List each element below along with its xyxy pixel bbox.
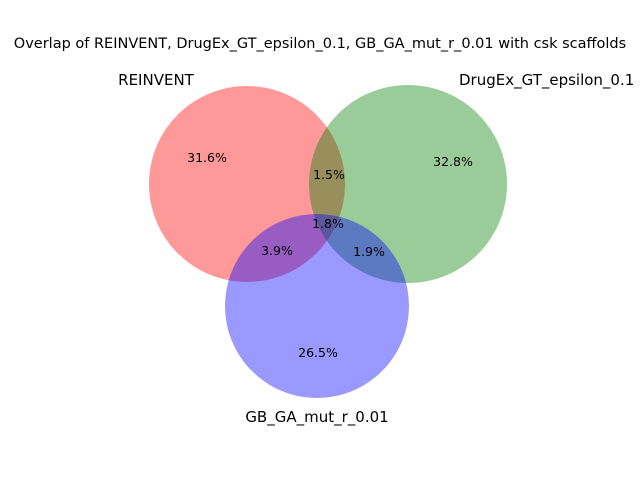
region-label-gbga-only: 26.5% <box>298 345 338 360</box>
set-label-drugex: DrugEx_GT_epsilon_0.1 <box>459 71 634 90</box>
set-label-gbga: GB_GA_mut_r_0.01 <box>245 408 388 427</box>
region-label-all-three: 1.8% <box>312 216 344 231</box>
region-label-drugex-gbga: 1.9% <box>353 244 385 259</box>
region-label-drugex-only: 32.8% <box>433 154 473 169</box>
region-label-reinvent-gbga: 3.9% <box>261 243 293 258</box>
set-label-reinvent: REINVENT <box>118 71 195 89</box>
region-label-reinvent-drugex: 1.5% <box>313 167 345 182</box>
circle-gbga <box>225 214 409 398</box>
region-label-reinvent-only: 31.6% <box>187 150 227 165</box>
circle-drugex <box>309 85 507 283</box>
circle-reinvent <box>149 86 345 282</box>
diagram-title: Overlap of REINVENT, DrugEx_GT_epsilon_0… <box>14 36 626 52</box>
